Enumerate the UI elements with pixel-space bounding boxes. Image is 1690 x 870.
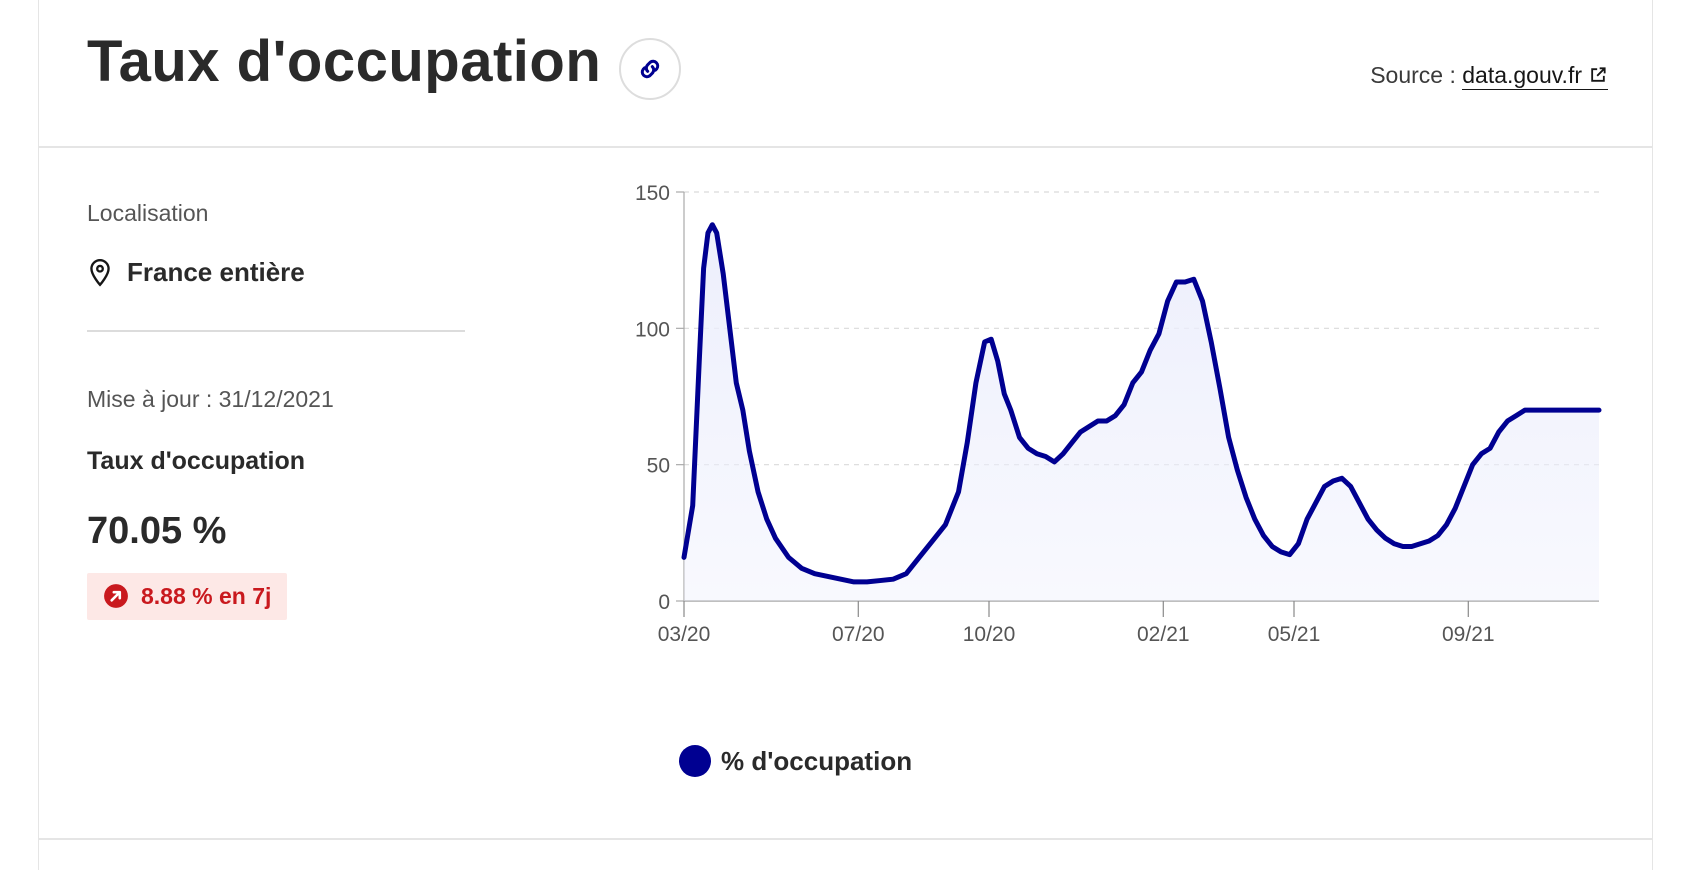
- source-info: Source : data.gouv.fr: [1370, 62, 1608, 91]
- source-link-text: data.gouv.fr: [1462, 62, 1582, 88]
- x-tick-label: 10/20: [963, 623, 1016, 646]
- update-date: Mise à jour : 31/12/2021: [87, 385, 334, 412]
- source-link[interactable]: data.gouv.fr: [1462, 62, 1608, 90]
- indicator-title: Taux d'occupation: [87, 446, 305, 475]
- indicator-details: Localisation France entière Mise à jour …: [87, 200, 467, 620]
- map-pin-icon: [90, 258, 110, 287]
- y-tick-label: 150: [635, 182, 670, 205]
- location-selector[interactable]: France entière: [87, 257, 467, 288]
- link-icon: [640, 59, 660, 79]
- y-tick-label: 0: [658, 591, 670, 614]
- copy-link-button[interactable]: [619, 38, 681, 100]
- location-value: France entière: [127, 257, 305, 287]
- x-tick-label: 02/21: [1137, 623, 1190, 646]
- trend-badge: 8.88 % en 7j: [87, 572, 288, 620]
- series-area: [684, 224, 1599, 601]
- source-prefix: Source :: [1370, 62, 1456, 88]
- location-label: Localisation: [87, 200, 209, 226]
- card-header: Taux d'occupation Source : data.gouv.fr: [39, 0, 1652, 148]
- series-line: [681, 222, 1602, 585]
- indicator-value: 70.05 %: [87, 509, 227, 552]
- occupancy-chart: 0 50 100 150 03/20 07/20 10/20 02/21 05/21 09/21: [635, 182, 1602, 646]
- indicator-card: Taux d'occupation Source : data.gouv.fr …: [38, 0, 1653, 870]
- page-title: Taux d'occupation: [87, 29, 602, 94]
- y-tick-label: 50: [647, 455, 670, 478]
- chart-legend: % d'occupation: [679, 745, 912, 777]
- y-tick-label: 100: [635, 318, 670, 341]
- x-tick-label: 07/20: [832, 623, 885, 646]
- legend-swatch: [679, 745, 711, 777]
- external-link-icon: [1588, 64, 1608, 91]
- legend-label: % d'occupation: [721, 745, 913, 776]
- section-divider: [39, 838, 1652, 840]
- arrow-up-right-icon: [104, 584, 128, 608]
- divider: [87, 330, 465, 332]
- x-tick-label: 09/21: [1442, 623, 1495, 646]
- x-tick-label: 03/20: [658, 623, 711, 646]
- trend-text: 8.88 % en 7j: [141, 582, 272, 609]
- x-tick-label: 05/21: [1268, 623, 1321, 646]
